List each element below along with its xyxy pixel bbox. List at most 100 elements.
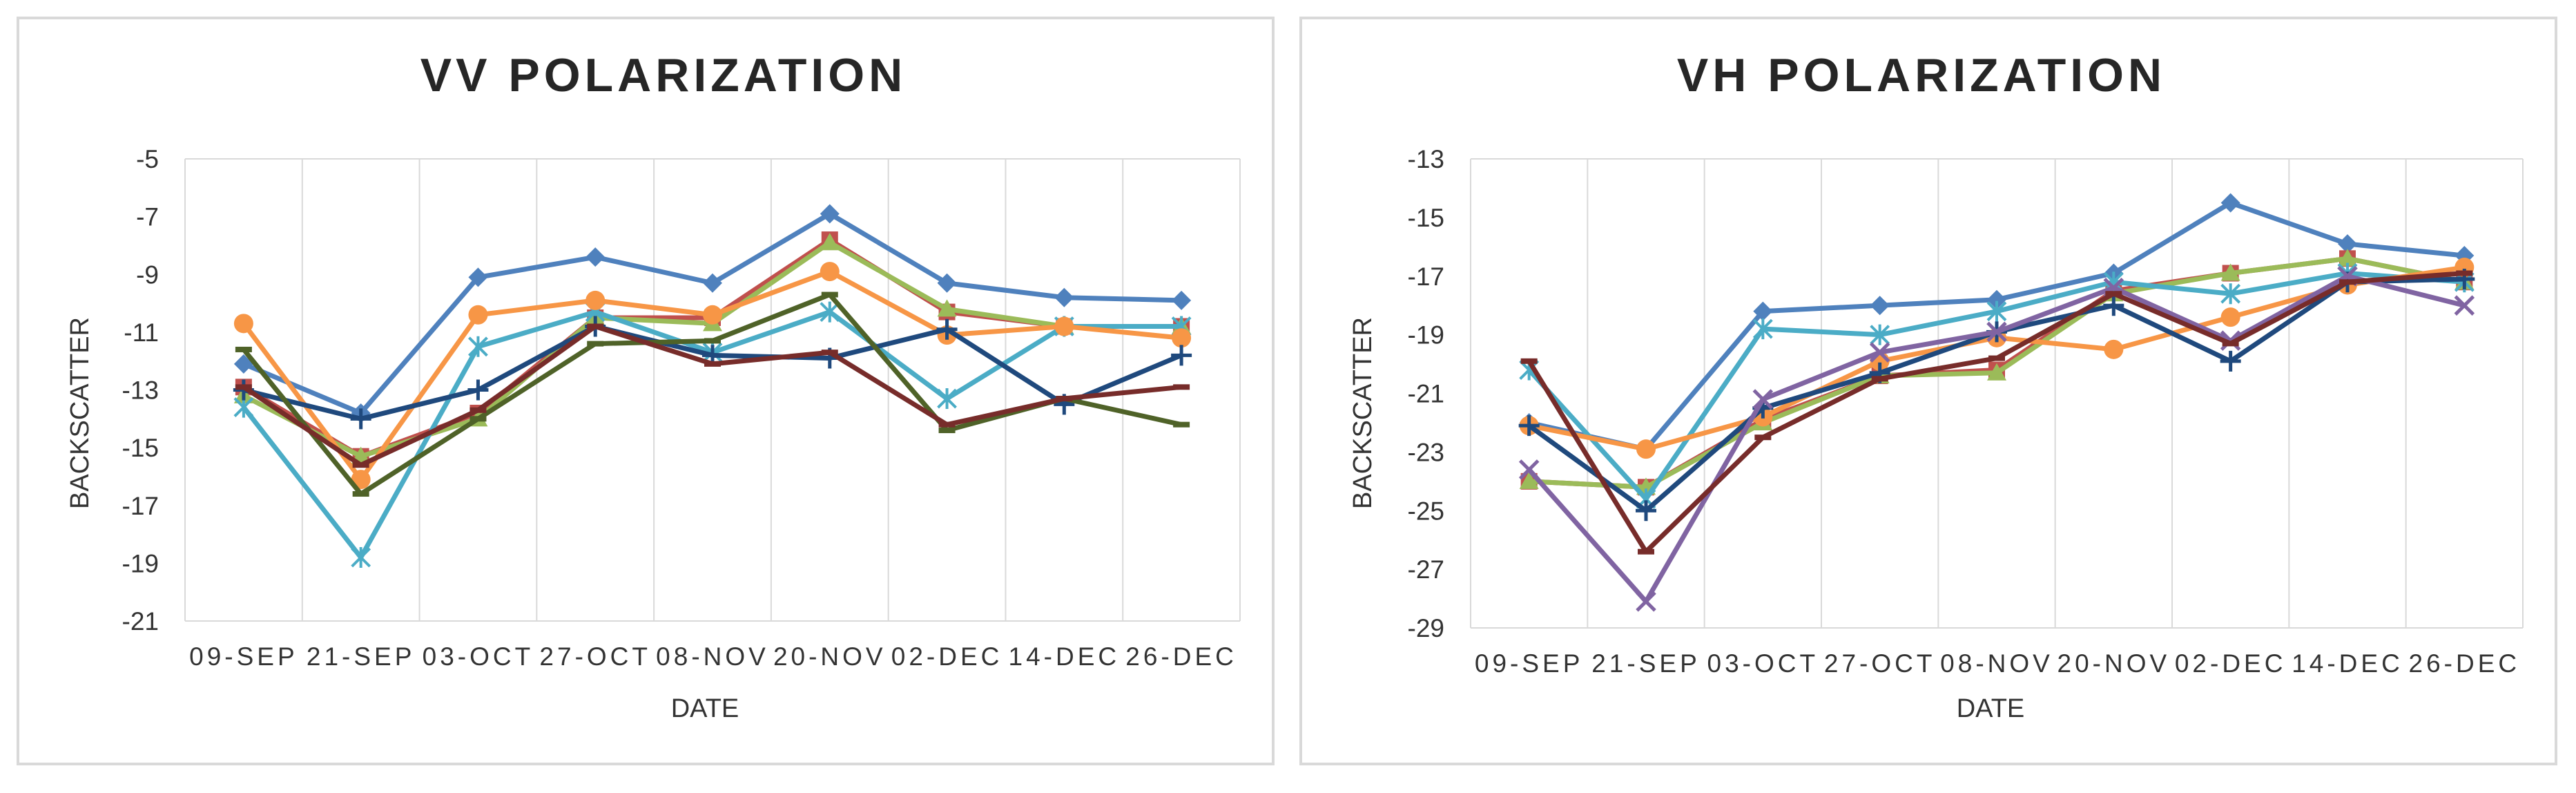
y-tick-label: -5 xyxy=(136,145,159,173)
x-axis: 09-SEP 21-SEP 03-OCT 27-OCT 08-NOV 20-NOV 02-D… xyxy=(1475,649,2517,678)
series-line xyxy=(242,269,1182,482)
data-point xyxy=(1753,301,1773,321)
data-point xyxy=(1986,300,2007,322)
data-point xyxy=(1520,358,1538,364)
vh-chart-panel: VH POLARIZATION BACKSCATTER DATE -13 -15-… xyxy=(1299,17,2557,765)
data-point xyxy=(2220,330,2241,351)
y-tick-label: -17 xyxy=(1408,262,1444,291)
data-point xyxy=(1987,289,2006,309)
data-point xyxy=(351,547,371,569)
data-point xyxy=(2104,339,2124,359)
data-point xyxy=(2339,279,2356,285)
x-axis: 09-SEP 21-SEP 03-OCT 27-OCT 08-NOV 20-NOV 02-D… xyxy=(189,642,1234,671)
data-point xyxy=(704,338,721,344)
data-point xyxy=(1518,459,1540,480)
series-series-7 xyxy=(1518,265,2475,612)
x-tick-label: 03-OCT xyxy=(1707,649,1819,678)
data-point xyxy=(821,350,838,356)
data-point xyxy=(1518,415,1540,437)
data-point xyxy=(2220,283,2241,305)
y-tick-label: -19 xyxy=(122,549,159,577)
data-point xyxy=(467,379,489,401)
series-series-8 xyxy=(1520,270,2473,555)
series-series-8 xyxy=(235,323,1190,468)
data-point xyxy=(469,416,487,422)
data-point xyxy=(1986,321,2007,343)
y-tick-label: -23 xyxy=(1408,438,1444,466)
data-point xyxy=(820,204,840,224)
data-point xyxy=(936,318,958,340)
data-point xyxy=(937,273,957,293)
data-point xyxy=(704,361,721,367)
data-point xyxy=(2338,249,2357,267)
data-point xyxy=(1172,290,1192,310)
vh-chart: VH POLARIZATION BACKSCATTER DATE -13-15-… xyxy=(1348,49,2524,723)
y-axis-label: BACKSCATTER xyxy=(66,317,95,509)
data-point xyxy=(938,428,956,434)
data-point xyxy=(469,407,487,413)
x-tick-label: 02-DEC xyxy=(2175,649,2287,678)
x-tick-label: 20-NOV xyxy=(2057,649,2171,678)
x-tick-label: 02-DEC xyxy=(891,642,1003,671)
y-tick-label: -11 xyxy=(124,318,159,347)
data-point xyxy=(1056,396,1073,402)
data-point xyxy=(820,262,840,282)
x-tick-label: 27-OCT xyxy=(1824,649,1936,678)
y-tick-label: -15 xyxy=(122,434,159,462)
data-point xyxy=(2220,350,2241,372)
data-point xyxy=(1054,287,1074,307)
data-point xyxy=(585,290,606,310)
data-point xyxy=(1871,376,1888,382)
data-point xyxy=(2338,234,2357,254)
x-tick-label: 09-SEP xyxy=(1475,649,1584,678)
x-tick-label: 08-NOV xyxy=(656,642,769,671)
data-point xyxy=(468,336,488,357)
y-tick-label: -17 xyxy=(122,492,159,520)
y-tick-label: -7 xyxy=(136,203,159,231)
data-point xyxy=(233,314,253,334)
data-point xyxy=(235,346,252,352)
y-axis: -13 -15 -17 -19 -21 -23 -25 -27 -29 xyxy=(1408,145,1444,642)
data-point xyxy=(1519,471,1539,489)
data-point xyxy=(1988,355,2005,361)
data-point xyxy=(350,408,371,430)
data-point xyxy=(820,301,840,323)
chart-title: VH POLARIZATION xyxy=(1677,49,2166,102)
y-tick-label: -27 xyxy=(1408,555,1444,584)
data-point xyxy=(2456,270,2473,276)
data-point xyxy=(352,462,369,468)
data-point xyxy=(1754,434,1772,441)
x-tick-label: 03-OCT xyxy=(423,642,534,671)
series-series-6 xyxy=(233,316,1192,430)
data-point xyxy=(587,323,604,329)
y-tick-label: -29 xyxy=(1408,614,1444,642)
data-point xyxy=(2105,291,2122,297)
y-tick-label: -21 xyxy=(122,607,159,636)
x-tick-label: 14-DEC xyxy=(1009,642,1121,671)
y-tick-label: -21 xyxy=(1408,380,1444,408)
data-point xyxy=(1987,363,2006,381)
x-tick-label: 21-SEP xyxy=(1591,649,1701,678)
data-point xyxy=(1752,318,1773,340)
data-point xyxy=(820,233,840,251)
vv-chart: VV POLARIZATION BACKSCATTER DATE -5-7-9-… xyxy=(66,49,1241,723)
data-point xyxy=(937,299,957,317)
data-point xyxy=(1752,389,1774,410)
x-tick-label: 09-SEP xyxy=(189,642,298,671)
data-point xyxy=(2220,263,2240,281)
x-tick-label: 08-NOV xyxy=(1940,649,2053,678)
data-point xyxy=(938,421,956,428)
data-point xyxy=(703,305,722,325)
data-point xyxy=(352,491,369,497)
vv-chart-panel: VV POLARIZATION BACKSCATTER DATE -5 -7 -9-… xyxy=(17,17,1275,765)
data-point xyxy=(1636,591,1656,612)
y-tick-label: -15 xyxy=(1408,204,1444,232)
y-tick-label: -13 xyxy=(122,376,159,405)
x-tick-label: 21-SEP xyxy=(307,642,416,671)
data-point xyxy=(1636,439,1656,459)
data-point xyxy=(821,292,838,298)
data-point xyxy=(2222,341,2239,347)
data-point xyxy=(1869,342,1890,363)
data-point xyxy=(1172,328,1192,348)
data-point xyxy=(235,384,252,390)
